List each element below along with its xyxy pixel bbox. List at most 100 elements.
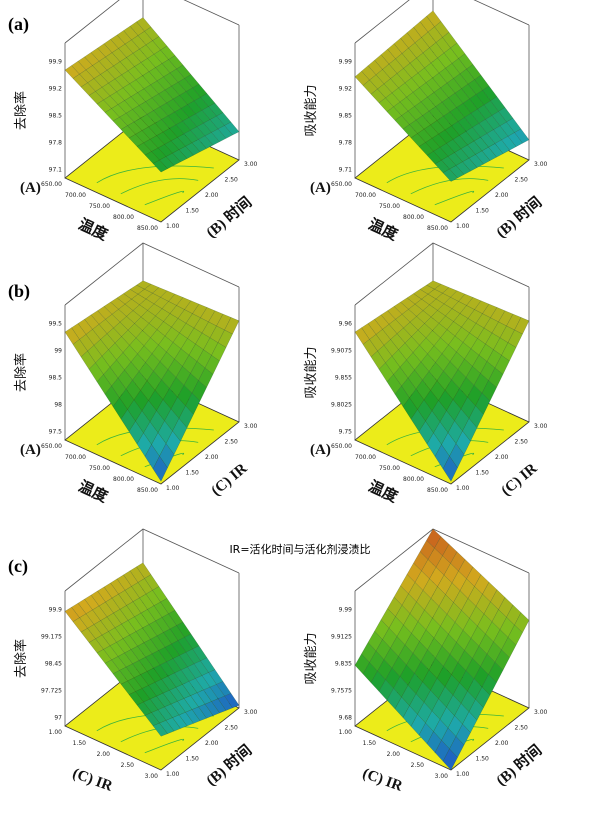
z-tick-label: 98.45 xyxy=(45,660,62,667)
x-tick-label: 650.00 xyxy=(41,181,62,188)
x-tick-label: 650.00 xyxy=(331,181,352,188)
z-tick-label: 98.5 xyxy=(49,374,63,381)
y-tick-label: 2.50 xyxy=(515,439,529,446)
z-tick-label: 97 xyxy=(54,714,62,721)
y-tick-label: 1.00 xyxy=(456,485,470,492)
surface-plot: 去除率 99.5 99 98.5 98 97.5 650.00700.00750.00800… xyxy=(13,242,258,506)
y-tick-label: 2.50 xyxy=(225,725,239,732)
note: IR=活化时间与活化剂浸渍比 xyxy=(229,542,370,556)
z-tick-label: 9.92 xyxy=(339,85,353,92)
y-tick-label: 1.00 xyxy=(166,485,180,492)
y-tick-label: 2.00 xyxy=(495,740,509,747)
z-tick-label: 9.9125 xyxy=(331,633,352,640)
surface-cell xyxy=(152,159,168,173)
z-tick-label: 99.2 xyxy=(49,85,63,92)
panel-label: (b) xyxy=(8,281,30,302)
x-tick-label: 800.00 xyxy=(113,214,134,221)
surface-cell xyxy=(442,168,458,182)
z-tick-label: 9.7575 xyxy=(331,687,352,694)
panel-label: (c) xyxy=(8,556,28,577)
z-tick-label: 9.96 xyxy=(339,320,353,327)
z-axis-label: 去除率 xyxy=(13,353,29,392)
y-tick-label: 2.50 xyxy=(225,439,239,446)
x-tick-label: 2.50 xyxy=(121,762,135,769)
x-tick-label: 1.00 xyxy=(339,729,353,736)
x-tick-label: 2.50 xyxy=(411,762,425,769)
y-tick-label: 3.00 xyxy=(534,161,548,168)
z-tick-label: 99.9 xyxy=(49,606,63,613)
y-tick-label: 3.00 xyxy=(534,709,548,716)
x-tick-label: 650.00 xyxy=(41,443,62,450)
z-tick-label: 9.855 xyxy=(335,374,352,381)
box-edge xyxy=(64,0,240,44)
surface-cell xyxy=(152,722,168,737)
z-tick-label: 97.1 xyxy=(49,166,63,173)
x-tick-label: 750.00 xyxy=(379,203,400,210)
x-tick-label: 1.50 xyxy=(73,740,87,747)
z-tick-label: 9.9075 xyxy=(331,347,352,354)
x-tick-label: 650.00 xyxy=(331,443,352,450)
contour xyxy=(120,178,199,195)
y-tick-label: 1.50 xyxy=(476,208,490,215)
x-axis-code: (A) xyxy=(20,442,41,458)
y-tick-label: 1.50 xyxy=(186,756,200,763)
y-tick-label: 3.00 xyxy=(244,423,258,430)
y-tick-label: 2.00 xyxy=(495,192,509,199)
x-tick-label: 800.00 xyxy=(113,476,134,483)
z-tick-label: 99 xyxy=(54,347,62,354)
z-tick-label: 99.9 xyxy=(49,58,63,65)
contour xyxy=(386,165,504,184)
z-tick-label: 97.8 xyxy=(49,139,63,146)
z-axis-label: 去除率 xyxy=(13,639,29,678)
z-axis-label: 去除率 xyxy=(13,91,29,130)
x-tick-label: 700.00 xyxy=(65,454,86,461)
y-tick-label: 2.00 xyxy=(205,740,219,747)
z-tick-label: 9.75 xyxy=(339,428,353,435)
surface-cell xyxy=(442,748,458,771)
y-tick-label: 1.50 xyxy=(476,756,490,763)
y-tick-label: 3.00 xyxy=(534,423,548,430)
z-tick-label: 9.99 xyxy=(339,58,353,65)
x-axis-code: (A) xyxy=(310,442,331,458)
box-edge xyxy=(64,528,240,592)
x-tick-label: 3.00 xyxy=(435,773,449,780)
x-tick-label: 700.00 xyxy=(355,454,376,461)
z-tick-label: 9.68 xyxy=(339,714,353,721)
y-tick-label: 1.00 xyxy=(456,771,470,778)
z-tick-label: 9.85 xyxy=(339,112,353,119)
z-tick-label: 9.99 xyxy=(339,606,353,613)
z-tick-label: 97.725 xyxy=(41,687,62,694)
z-tick-label: 9.78 xyxy=(339,139,353,146)
contour xyxy=(144,738,185,754)
y-tick-label: 2.00 xyxy=(495,454,509,461)
surface-cell xyxy=(152,455,168,482)
y-tick-label: 2.00 xyxy=(205,192,219,199)
x-tick-label: 800.00 xyxy=(403,214,424,221)
z-tick-label: 9.71 xyxy=(339,166,353,173)
y-tick-label: 1.00 xyxy=(166,223,180,230)
surface-plot: 吸收能力 9.99 9.92 9.85 9.78 9.71 650.00700.00750.… xyxy=(304,0,548,244)
y-tick-label: 2.50 xyxy=(225,177,239,184)
y-tick-label: 2.50 xyxy=(515,725,529,732)
x-axis-code: (A) xyxy=(310,180,331,196)
contour xyxy=(144,190,185,206)
x-tick-label: 850.00 xyxy=(427,487,448,494)
box-edge xyxy=(354,242,530,306)
x-tick-label: 700.00 xyxy=(355,192,376,199)
z-axis-label: 吸收能力 xyxy=(304,346,319,398)
x-tick-label: 850.00 xyxy=(137,487,158,494)
z-tick-label: 98.5 xyxy=(49,112,63,119)
z-tick-label: 9.8025 xyxy=(331,401,352,408)
x-axis-code: (A) xyxy=(20,180,41,196)
contour xyxy=(434,190,475,206)
contour xyxy=(96,165,214,184)
x-tick-label: 800.00 xyxy=(403,476,424,483)
box-edge xyxy=(64,242,240,306)
z-tick-label: 97.5 xyxy=(49,428,63,435)
x-tick-label: 850.00 xyxy=(137,225,158,232)
x-tick-label: 750.00 xyxy=(379,465,400,472)
surface-plot: 吸收能力 9.99 9.9125 9.835 9.7575 9.68 1.00 1.50 2.0… xyxy=(304,528,548,795)
y-tick-label: 2.00 xyxy=(205,454,219,461)
y-tick-label: 1.50 xyxy=(186,208,200,215)
